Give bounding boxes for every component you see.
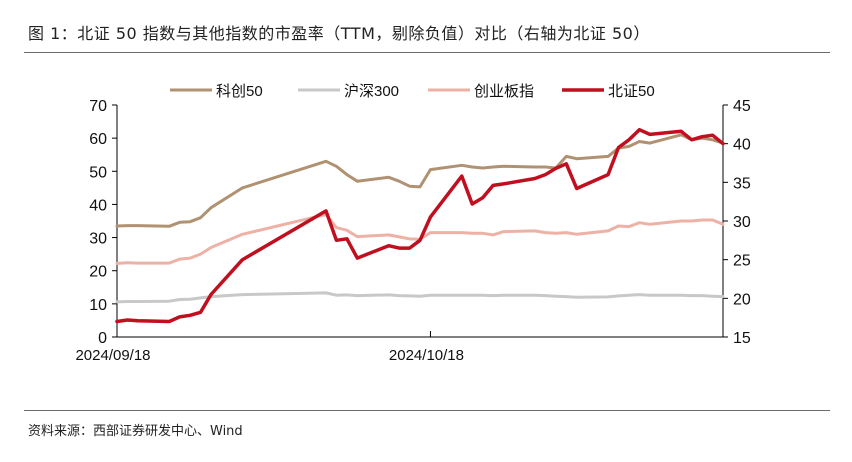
- right-axis-tick-label: 25: [733, 253, 751, 270]
- left-axis-tick-label: 20: [89, 264, 107, 281]
- legend-label-2: 沪深300: [344, 83, 399, 100]
- left-axis-tick-label: 70: [89, 98, 107, 115]
- right-axis-tick-label: 40: [733, 137, 751, 154]
- right-axis-tick-label: 30: [733, 214, 751, 231]
- chart-series: [115, 127, 725, 324]
- x-axis-tick-label: 2024/10/18: [389, 347, 464, 364]
- legend-label-3: 创业板指: [474, 82, 534, 100]
- series-line-4: [115, 127, 725, 324]
- right-axis-tick-label: 35: [733, 175, 751, 192]
- legend-label-4: 北证50: [608, 83, 655, 100]
- left-axis-tick-label: 30: [89, 231, 107, 248]
- series-line-2: [115, 291, 725, 304]
- title-divider: [24, 52, 830, 53]
- source-divider: [24, 410, 830, 411]
- right-axis-tick-label: 45: [733, 98, 751, 115]
- series-line-1: [115, 133, 725, 228]
- left-axis-tick-label: 60: [89, 131, 107, 148]
- left-axis-tick-label: 40: [89, 197, 107, 214]
- chart-legend: 科创50 沪深300 创业板指 北证50: [170, 82, 655, 100]
- source-note: 资料来源：西部证券研发中心、Wind: [28, 424, 243, 439]
- figure-title: 图 1：北证 50 指数与其他指数的市盈率（TTM，剔除负值）对比（右轴为北证 …: [28, 24, 650, 43]
- left-axis-tick-label: 0: [98, 330, 107, 347]
- left-axis-tick-label: 10: [89, 297, 107, 314]
- left-axis-tick-label: 50: [89, 164, 107, 181]
- chart-axes: 0 10 20 30 40 50 60 70 15 20 25 30 35 40 45 2024/09/18 2…: [75, 98, 750, 364]
- legend-label-1: 科创50: [216, 83, 263, 100]
- right-axis-tick-label: 15: [733, 330, 751, 347]
- right-axis-tick-label: 20: [733, 291, 751, 308]
- series-line-3: [115, 212, 725, 265]
- x-axis-tick-label: 2024/09/18: [75, 347, 150, 364]
